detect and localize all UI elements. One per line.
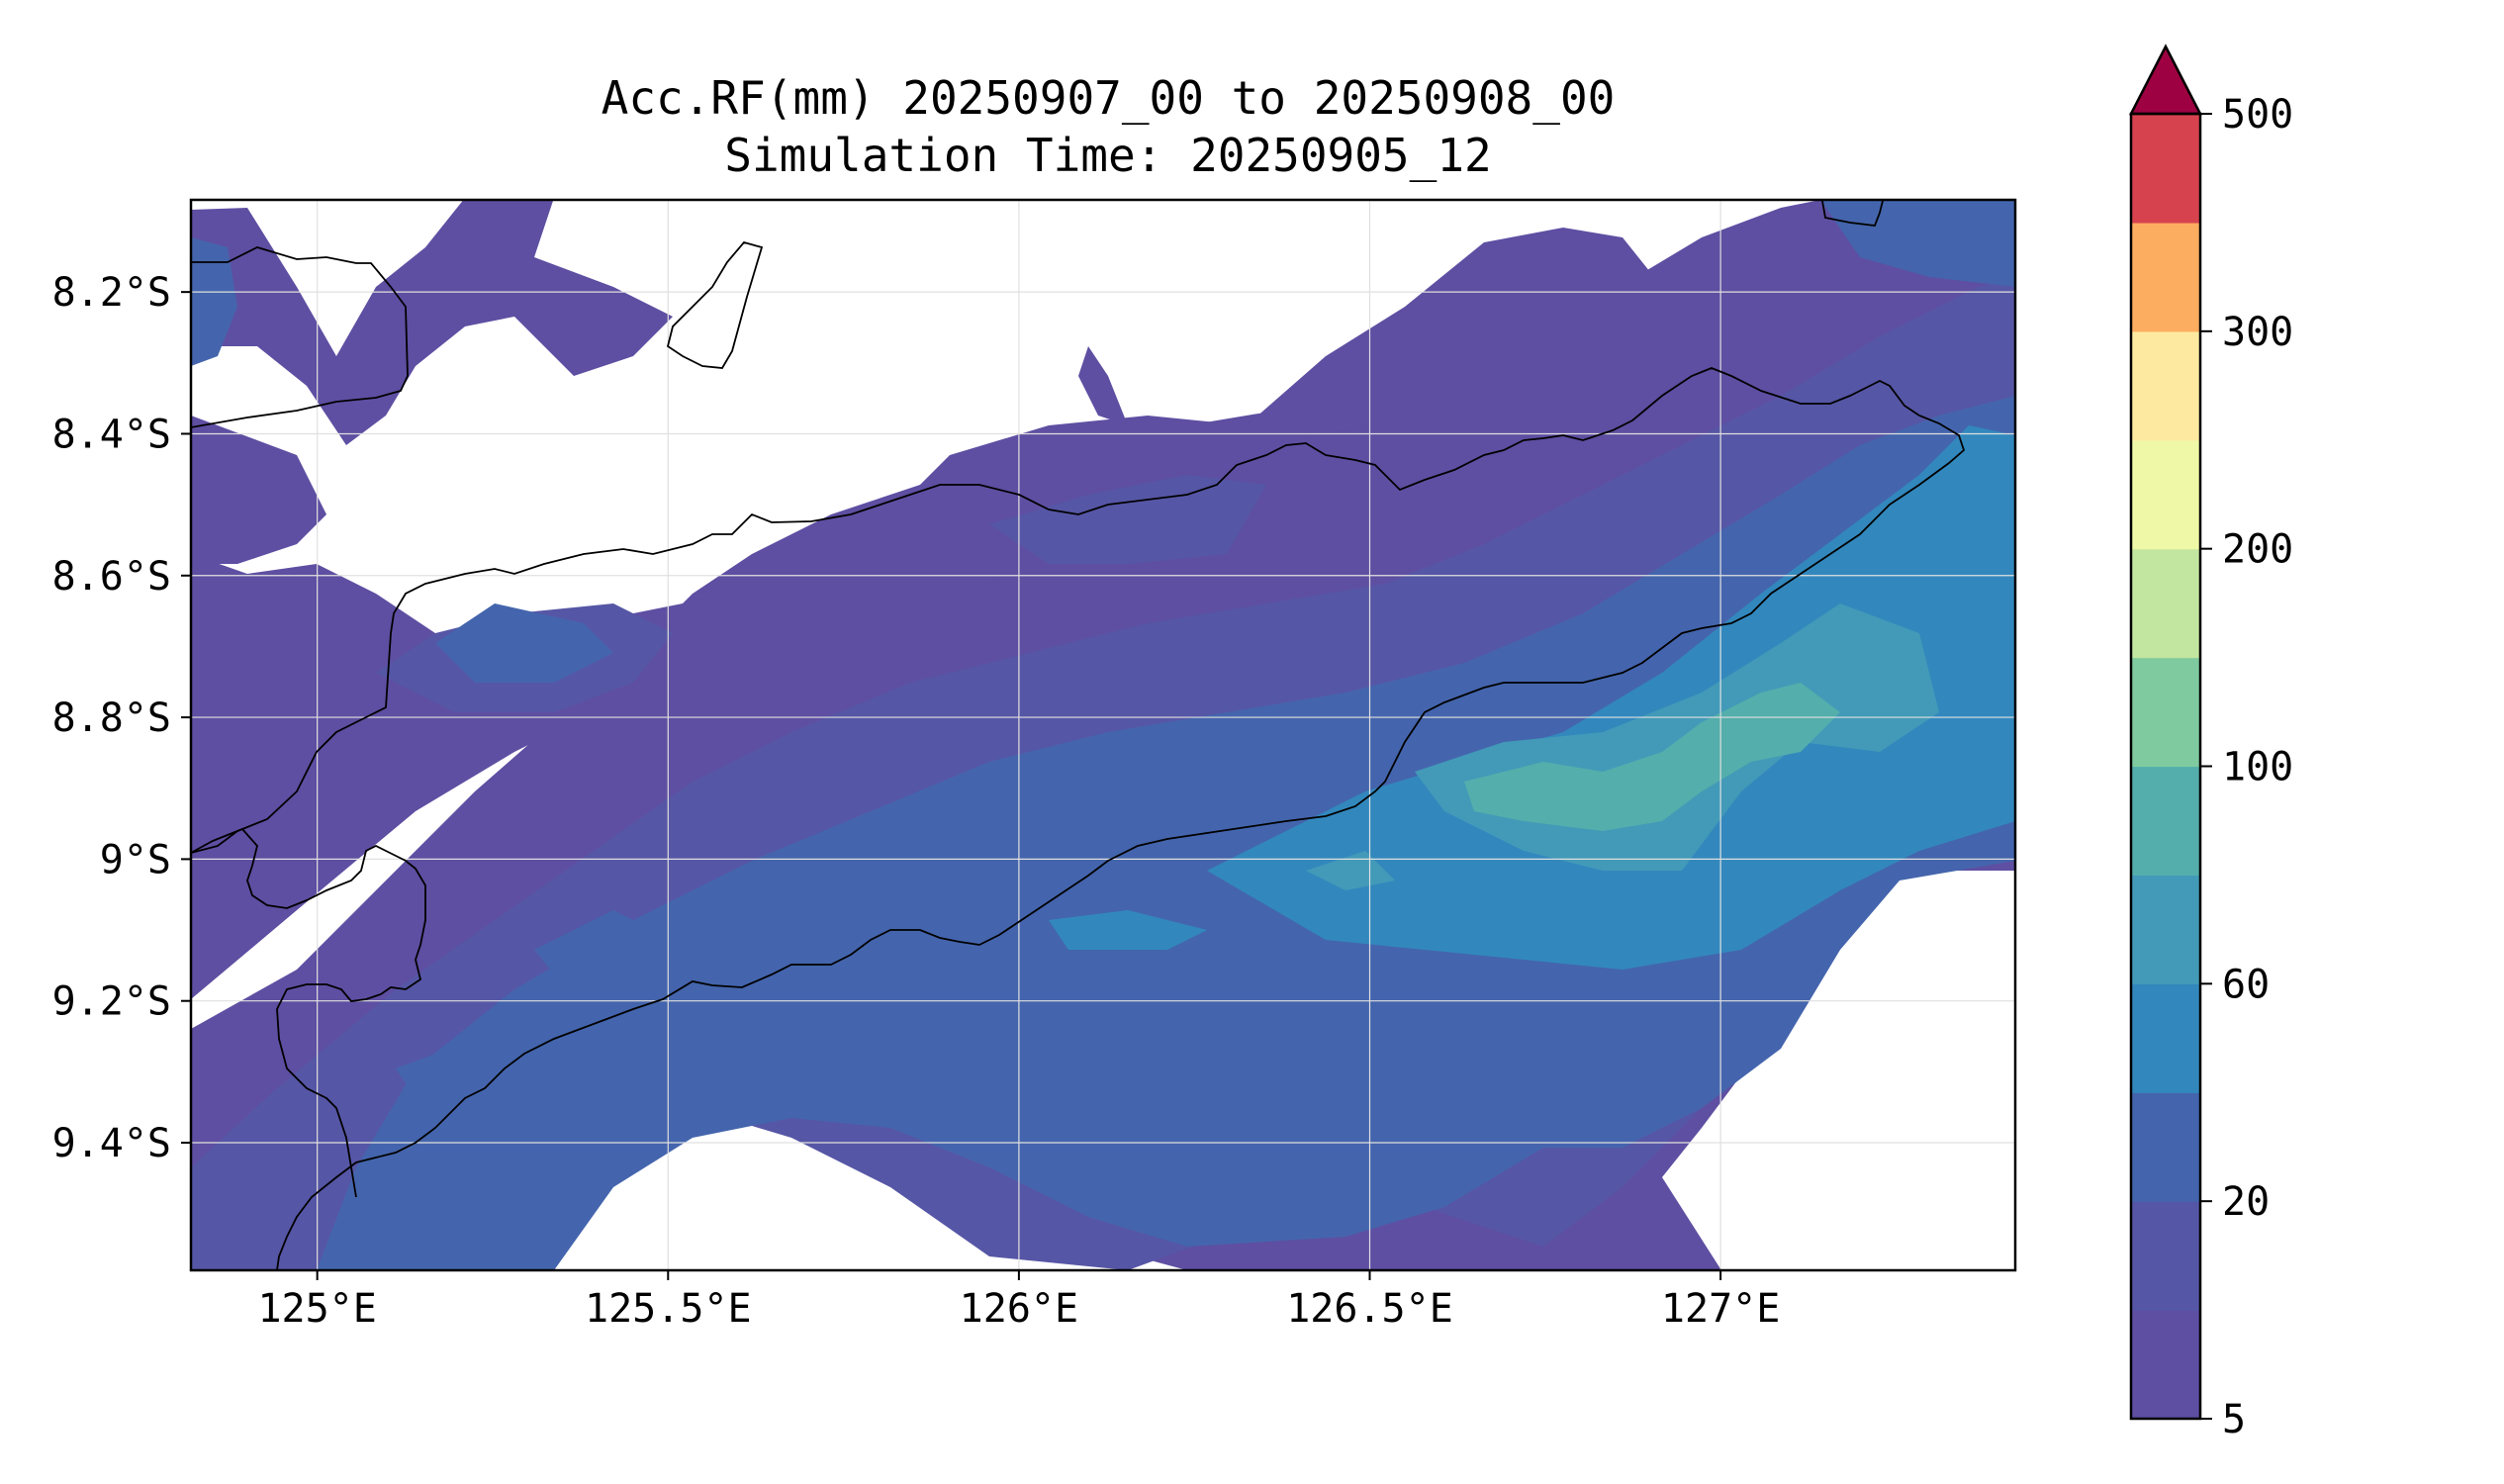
colorbar-segment bbox=[2131, 1201, 2200, 1311]
coastline-bay bbox=[191, 827, 426, 1198]
rain-band-5e bbox=[1078, 346, 1128, 425]
title-line-2: Simulation Time: 20250905_12 bbox=[724, 129, 1492, 182]
rain-band-5c bbox=[191, 200, 673, 445]
rain-band-20e bbox=[1820, 200, 2015, 287]
colorbar-label: 60 bbox=[2222, 962, 2270, 1007]
map-frame bbox=[189, 198, 2017, 1272]
colorbar-segment bbox=[2131, 439, 2200, 550]
y-tick-label: 9.2°S bbox=[52, 979, 171, 1025]
rain-band-20d bbox=[396, 1039, 594, 1138]
rain-band-20b bbox=[435, 603, 613, 683]
y-tick-label: 8.2°S bbox=[52, 270, 171, 316]
colorbar-segment bbox=[2131, 114, 2200, 224]
coastline bbox=[191, 200, 1966, 1270]
x-tick-label: 127°E bbox=[1661, 1286, 1780, 1332]
rain-band-5d bbox=[191, 416, 326, 564]
y-tick-label: 8.6°S bbox=[52, 554, 171, 600]
rain-band-40b bbox=[1049, 910, 1207, 950]
y-tick-label: 9°S bbox=[100, 837, 171, 882]
coastline-main bbox=[191, 367, 1966, 1270]
gridlines bbox=[191, 200, 2015, 1270]
colorbar-extend-triangle bbox=[2128, 44, 2203, 116]
rain-band-10c bbox=[989, 475, 1266, 564]
y-ticks: 8.2°S 8.4°S 8.6°S 8.8°S 9°S 9.2°S 9.4°S bbox=[52, 270, 191, 1166]
coastline-island-ne bbox=[1821, 200, 1884, 227]
colorbar-label: 500 bbox=[2222, 92, 2293, 138]
colorbar-segment bbox=[2131, 330, 2200, 441]
x-tick-label: 126.5°E bbox=[1286, 1286, 1453, 1332]
colorbar-segment bbox=[2131, 222, 2200, 332]
y-tick-label: 9.4°S bbox=[52, 1121, 171, 1166]
rainfall-field bbox=[191, 200, 2015, 1270]
coastline-island-small bbox=[666, 240, 764, 369]
colorbar-label: 20 bbox=[2222, 1179, 2270, 1225]
rain-band-20f bbox=[191, 237, 237, 366]
colorbar-segment bbox=[2131, 983, 2200, 1093]
y-tick-label: 8.8°S bbox=[52, 696, 171, 741]
colorbar-segment bbox=[2131, 875, 2200, 984]
rain-band-80 bbox=[1464, 683, 1840, 831]
x-ticks: 125°E 125.5°E 126°E 126.5°E 127°E bbox=[257, 1270, 1780, 1332]
rain-band-60b bbox=[1306, 851, 1395, 890]
colorbar-segment bbox=[2131, 1092, 2200, 1202]
colorbar-label: 5 bbox=[2222, 1397, 2246, 1442]
colorbar-segment bbox=[2131, 657, 2200, 768]
colorbar-label: 100 bbox=[2222, 745, 2293, 790]
x-tick-label: 126°E bbox=[960, 1286, 1078, 1332]
title-line-1: Acc.RF(mm) 20250907_00 to 20250908_00 bbox=[601, 71, 1616, 125]
colorbar-segment bbox=[2131, 766, 2200, 877]
x-tick-label: 125°E bbox=[257, 1286, 376, 1332]
colorbar-segment bbox=[2131, 548, 2200, 659]
colorbar-segment bbox=[2131, 1310, 2200, 1420]
coastline-timor-north bbox=[191, 246, 409, 428]
rain-band-20 bbox=[317, 396, 2015, 1270]
y-tick-label: 8.4°S bbox=[52, 412, 171, 457]
rain-band-20c bbox=[534, 910, 673, 999]
colorbar-label: 300 bbox=[2222, 310, 2293, 355]
rain-band-40 bbox=[1207, 425, 2015, 970]
colorbar-label: 200 bbox=[2222, 527, 2293, 573]
colorbar: 5 20 60 100 200 300 500 bbox=[2128, 44, 2293, 1442]
x-tick-label: 125.5°E bbox=[585, 1286, 752, 1332]
rain-band-5b bbox=[191, 228, 1662, 999]
